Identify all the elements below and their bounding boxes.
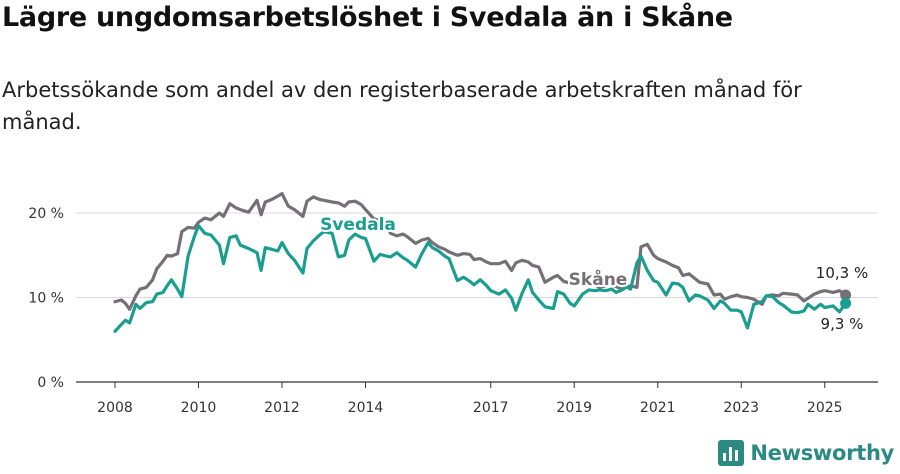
series-labels: Svedala Skåne 10,3 % 9,3 % xyxy=(318,213,870,335)
y-tick-label: 0 % xyxy=(37,375,64,391)
chart-subtitle: Arbetssökande som andel av den registerb… xyxy=(2,78,802,134)
y-tick-label: 10 % xyxy=(28,291,64,307)
x-tick-label: 2014 xyxy=(348,400,384,416)
x-tick-label: 2017 xyxy=(473,400,509,416)
end-point-svedala xyxy=(840,297,852,309)
x-tick-label: 2019 xyxy=(556,400,592,416)
end-label-svedala: 9,3 % xyxy=(821,315,864,333)
x-tick-label: 2023 xyxy=(723,400,759,416)
x-tick-label: 2012 xyxy=(264,400,300,416)
series-line-skane xyxy=(113,192,848,311)
brand-name: Newsworthy xyxy=(750,441,894,465)
x-tick-label: 2010 xyxy=(181,400,217,416)
x-tick-label: 2021 xyxy=(640,400,676,416)
x-axis-ticks: 2008 2010 2012 2014 2017 2019 2021 2023 2025 xyxy=(97,382,843,416)
series-line-svedala xyxy=(113,224,848,333)
end-point-skane xyxy=(840,289,852,301)
newsworthy-logo-icon xyxy=(718,440,745,466)
x-tick-label: 2025 xyxy=(807,400,843,416)
y-axis-ticks: 0 % 10 % 20 % xyxy=(28,206,64,391)
x-tick-label: 2008 xyxy=(97,400,133,416)
y-tick-label: 20 % xyxy=(28,206,64,222)
end-label-skane: 10,3 % xyxy=(816,264,868,282)
series-label-svedala: Svedala xyxy=(320,215,396,235)
chart-title: Lägre ungdomsarbetslöshet i Svedala än i… xyxy=(2,2,733,33)
newsworthy-brand: Newsworthy xyxy=(718,440,894,466)
series-lines xyxy=(113,192,852,333)
gridlines xyxy=(76,212,878,383)
series-label-skane: Skåne xyxy=(569,268,628,290)
